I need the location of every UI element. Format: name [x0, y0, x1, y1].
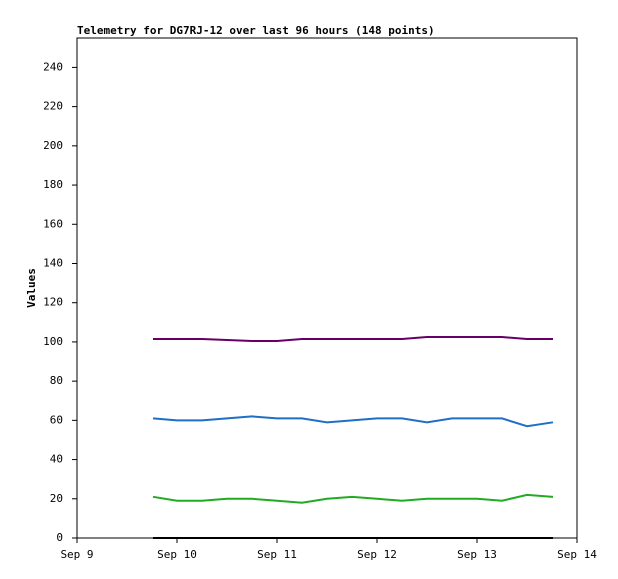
y-tick-label: 120 [43, 296, 63, 309]
x-tick-label: Sep 14 [557, 548, 597, 561]
y-tick-label: 220 [43, 100, 63, 113]
y-tick-label: 100 [43, 335, 63, 348]
y-tick-label: 20 [50, 492, 63, 505]
y-tick-label: 0 [56, 531, 63, 544]
y-tick-label: 160 [43, 217, 63, 230]
y-axis-label: Values [25, 268, 38, 308]
chart-title: Telemetry for DG7RJ-12 over last 96 hour… [77, 24, 435, 37]
x-tick-label: Sep 13 [457, 548, 497, 561]
series-line [153, 336, 553, 342]
y-tick-label: 60 [50, 413, 63, 426]
plot-frame [76, 37, 578, 539]
series-line [152, 415, 554, 428]
x-tick-label: Sep 11 [257, 548, 297, 561]
x-tick-label: Sep 12 [357, 548, 397, 561]
y-tick-label: 40 [50, 453, 63, 466]
x-tick-label: Sep 9 [60, 548, 93, 561]
y-tick-label: 240 [43, 60, 63, 73]
y-tick-label: 80 [50, 374, 63, 387]
y-tick-label: 200 [43, 139, 63, 152]
y-tick-label: 140 [43, 256, 63, 269]
series-line [152, 493, 554, 504]
x-tick-label: Sep 10 [157, 548, 197, 561]
y-tick-label: 180 [43, 178, 63, 191]
